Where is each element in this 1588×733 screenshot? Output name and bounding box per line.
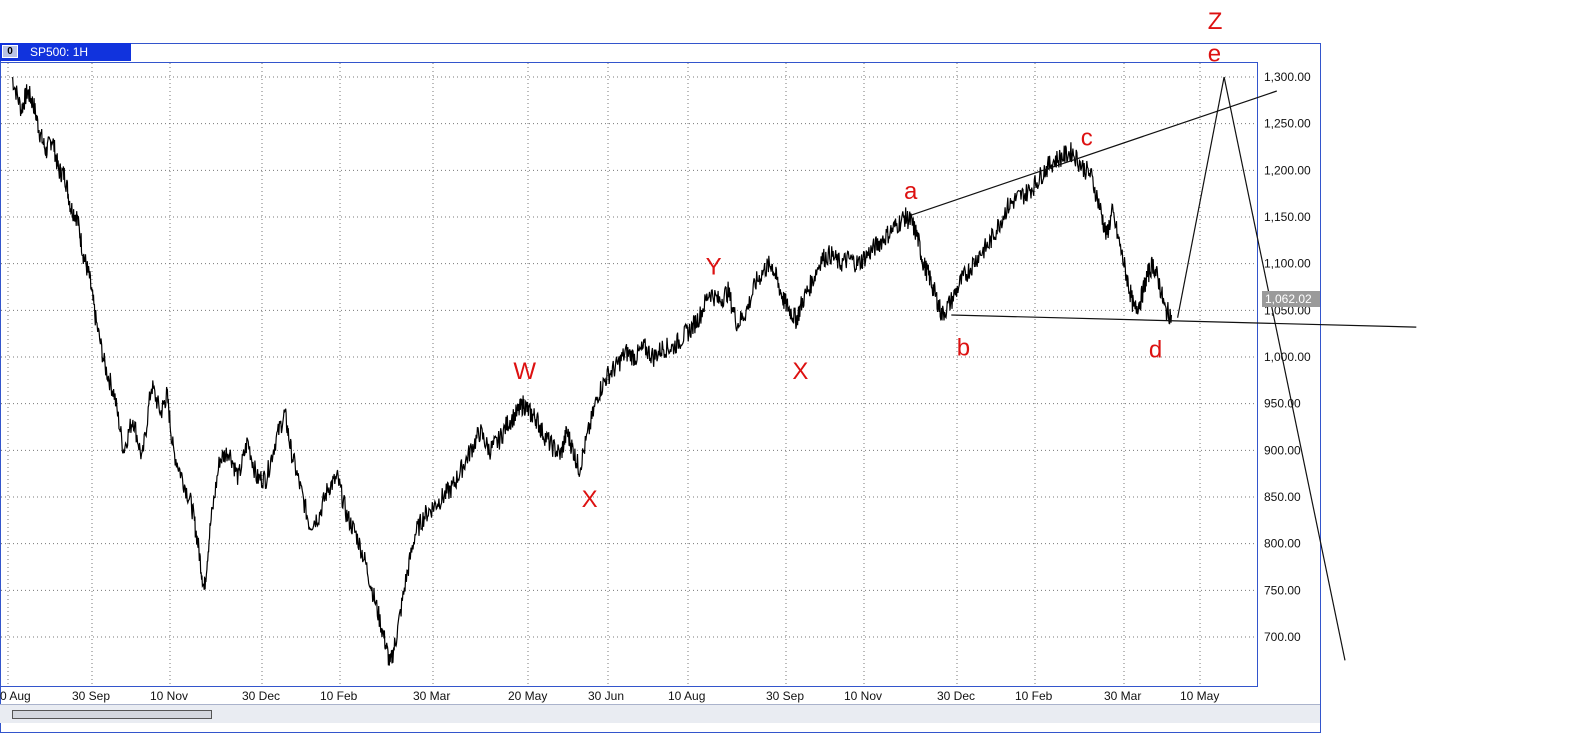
x-tick-label: 30 Mar — [1104, 689, 1141, 703]
x-tick-label: 10 Feb — [1015, 689, 1053, 703]
y-tick-label: 750.00 — [1264, 583, 1301, 597]
horizontal-scrollbar[interactable] — [0, 704, 1320, 723]
scrollbar-thumb[interactable] — [12, 710, 212, 719]
y-tick-label: 700.00 — [1264, 630, 1301, 644]
y-tick-label: 900.00 — [1264, 443, 1301, 457]
y-tick-label: 1,150.00 — [1264, 210, 1311, 224]
wave-label: Z — [1208, 8, 1223, 35]
x-tick-label: 30 Dec — [242, 689, 280, 703]
last-price-marker — [1262, 291, 1320, 307]
trend-line — [1223, 76, 1346, 661]
wave-label: b — [957, 335, 970, 362]
x-tick-label: 10 Nov — [844, 689, 882, 703]
y-tick-label: 1,200.00 — [1264, 163, 1311, 177]
x-tick-label: 0 Aug — [0, 689, 31, 703]
wave-label: X — [582, 486, 598, 513]
x-tick-label: 30 Dec — [937, 689, 975, 703]
trend-line — [910, 90, 1277, 216]
y-tick-label: 1,300.00 — [1264, 70, 1311, 84]
price-series-line — [11, 76, 1172, 666]
y-tick-label: 1,100.00 — [1264, 257, 1311, 271]
x-tick-label: 30 Sep — [766, 689, 804, 703]
y-tick-label: 800.00 — [1264, 537, 1301, 551]
trend-line — [951, 314, 1417, 328]
y-tick-label: 950.00 — [1264, 397, 1301, 411]
chart-title-bar[interactable]: 0 SP500: 1H — [0, 43, 131, 61]
x-tick-label: 20 May — [508, 689, 547, 703]
x-tick-label: 30 Jun — [588, 689, 624, 703]
wave-label: c — [1081, 125, 1093, 152]
wave-label: d — [1149, 337, 1162, 364]
chart-title: SP500: 1H — [30, 45, 89, 59]
wave-label: W — [513, 358, 536, 385]
y-tick-label: 850.00 — [1264, 490, 1301, 504]
x-tick-label: 30 Mar — [413, 689, 450, 703]
y-tick-label: 1,000.00 — [1264, 350, 1311, 364]
y-tick-label: 1,250.00 — [1264, 117, 1311, 131]
x-tick-label: 10 Aug — [668, 689, 705, 703]
wave-label: e — [1208, 41, 1221, 68]
x-tick-label: 10 May — [1180, 689, 1219, 703]
trend-line — [1177, 76, 1225, 318]
x-tick-label: 30 Sep — [72, 689, 110, 703]
plot-area[interactable] — [0, 62, 1258, 687]
x-tick-label: 10 Feb — [320, 689, 358, 703]
x-tick-label: 10 Nov — [150, 689, 188, 703]
wave-label: Y — [706, 253, 722, 280]
window-menu-button[interactable]: 0 — [2, 45, 18, 58]
wave-label: X — [792, 358, 808, 385]
wave-label: a — [904, 178, 918, 205]
last-price-label: 1,062.02 — [1265, 292, 1312, 306]
chart-window — [0, 43, 1321, 733]
